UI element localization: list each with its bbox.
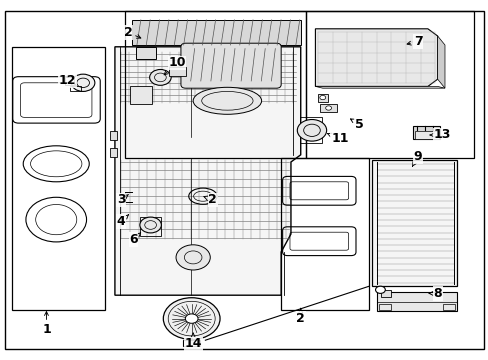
Bar [442, 304, 454, 310]
Text: 4: 4 [117, 215, 128, 228]
Polygon shape [381, 290, 390, 297]
Text: 12: 12 [59, 75, 77, 87]
Text: 3: 3 [117, 193, 128, 206]
Circle shape [325, 106, 331, 110]
Bar [64, 77, 74, 85]
Bar [299, 117, 321, 143]
Bar [376, 292, 456, 311]
Circle shape [375, 286, 385, 293]
Bar [371, 160, 456, 286]
Text: 2: 2 [296, 309, 305, 325]
Circle shape [319, 95, 325, 100]
Polygon shape [315, 86, 444, 88]
Text: 11: 11 [327, 132, 348, 145]
Circle shape [163, 298, 220, 339]
Text: 13: 13 [429, 129, 450, 141]
Text: 6: 6 [129, 233, 141, 246]
Bar [183, 340, 200, 346]
Text: 9: 9 [412, 150, 422, 166]
Text: 8: 8 [428, 287, 441, 300]
Circle shape [140, 217, 161, 233]
Circle shape [176, 245, 210, 270]
Bar [124, 11, 305, 158]
Bar [414, 131, 438, 139]
Bar [305, 11, 473, 158]
Polygon shape [315, 29, 437, 86]
Text: 2: 2 [123, 26, 141, 39]
Text: 5: 5 [350, 118, 363, 131]
Text: 1: 1 [42, 312, 51, 336]
Bar [70, 86, 81, 91]
FancyBboxPatch shape [181, 43, 281, 88]
Polygon shape [437, 36, 444, 88]
Text: 2: 2 [203, 193, 217, 206]
Polygon shape [110, 131, 117, 140]
Polygon shape [132, 20, 300, 45]
Bar [136, 47, 156, 59]
Circle shape [297, 120, 326, 141]
Ellipse shape [193, 87, 261, 114]
Bar [412, 126, 439, 139]
Text: 10: 10 [164, 57, 185, 75]
Bar [281, 158, 368, 310]
Bar [140, 217, 161, 236]
Bar [320, 104, 337, 112]
Polygon shape [110, 148, 117, 157]
Circle shape [71, 74, 95, 91]
Bar [12, 47, 105, 310]
Text: 7: 7 [407, 35, 422, 48]
Bar [317, 94, 327, 102]
Bar [129, 86, 151, 104]
Bar [378, 304, 390, 310]
Bar [169, 67, 185, 76]
Circle shape [149, 69, 171, 85]
Circle shape [185, 314, 198, 323]
Text: 14: 14 [184, 333, 202, 350]
Polygon shape [115, 47, 300, 295]
